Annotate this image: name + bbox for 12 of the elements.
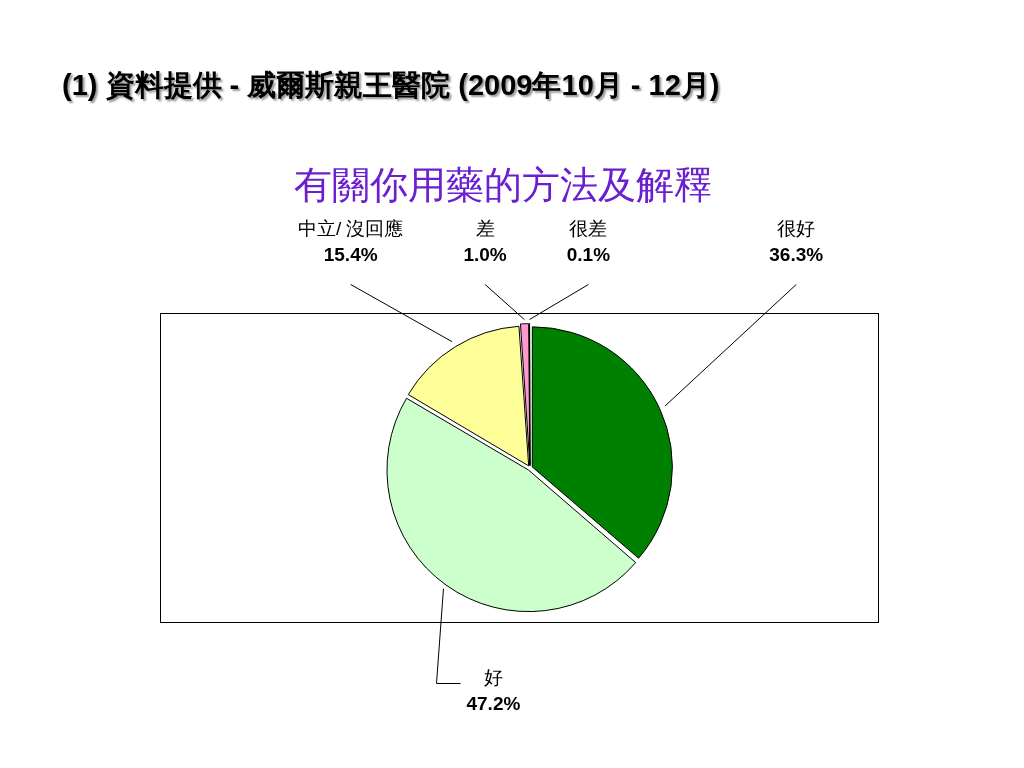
- slice-label: 中立/ 沒回應: [297, 218, 404, 240]
- data-label: 0.1%: [566, 244, 611, 266]
- slice-label: 很差: [569, 218, 608, 240]
- data-label: 36.3%: [769, 244, 824, 266]
- slice-label: 差: [475, 218, 495, 240]
- slice-label: 很好: [777, 218, 816, 240]
- slice-label: 好: [483, 667, 503, 689]
- chart-title: (1) 資料提供 - 威爾斯親王醫院 (2009年10月 - 12月): [62, 68, 720, 103]
- data-label: 15.4%: [323, 244, 378, 266]
- data-label: 47.2%: [466, 693, 521, 715]
- chart-subtitle: 有關你用藥的方法及解釋: [293, 163, 713, 208]
- data-label: 1.0%: [463, 244, 507, 266]
